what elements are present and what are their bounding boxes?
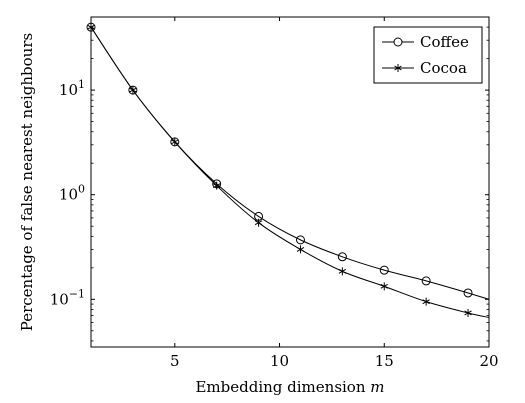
y-axis-label: Percentage of false nearest neighbours <box>18 33 36 331</box>
x-axis-label: Embedding dimension m <box>195 378 384 396</box>
plot-frame <box>90 16 490 348</box>
series-cocoa <box>87 23 490 318</box>
data-point-cocoa <box>212 181 221 190</box>
data-point-cocoa <box>254 218 263 227</box>
x-tick-label: 5 <box>170 352 180 370</box>
legend-label-coffee: Coffee <box>420 33 469 51</box>
legend-box <box>373 26 483 84</box>
data-point-cocoa <box>464 308 472 317</box>
y-tick-label: 100 <box>59 183 85 204</box>
legend: Coffee Cocoa <box>373 26 483 84</box>
x-axis-label-var: m <box>370 378 384 396</box>
data-point-coffee <box>379 265 389 275</box>
data-point-coffee <box>421 276 431 286</box>
series-layer <box>86 22 490 318</box>
y-tick-label-exponent: 1 <box>78 78 85 91</box>
data-point-cocoa <box>422 297 430 306</box>
data-point-cocoa <box>129 86 137 95</box>
legend-star-glyph <box>394 64 402 72</box>
y-tick-label-exponent: −1 <box>69 287 85 300</box>
y-tick-label: 101 <box>59 78 85 99</box>
data-point-cocoa <box>87 23 95 32</box>
data-point-coffee <box>337 252 347 262</box>
x-tick-label: 10 <box>270 352 289 370</box>
data-point-cocoa <box>296 245 305 254</box>
legend-label-cocoa: Cocoa <box>420 59 467 77</box>
data-point-coffee <box>463 288 473 298</box>
data-point-coffee <box>295 235 305 245</box>
y-tick-label-exponent: 0 <box>78 183 85 196</box>
y-tick-label: 10−1 <box>50 287 85 308</box>
x-tick-label: 20 <box>479 352 498 370</box>
x-tick-label: 15 <box>375 352 394 370</box>
x-axis-label-text: Embedding dimension <box>195 378 365 396</box>
legend-marker-coffee <box>393 37 403 47</box>
y-tick-label-base: 10 <box>50 290 69 308</box>
legend-marker-cocoa <box>394 64 402 72</box>
y-tick-label-base: 10 <box>59 81 78 99</box>
data-point-cocoa <box>171 137 179 146</box>
data-point-cocoa <box>338 267 347 276</box>
y-tick-label-base: 10 <box>59 186 78 204</box>
data-point-cocoa <box>380 282 388 291</box>
